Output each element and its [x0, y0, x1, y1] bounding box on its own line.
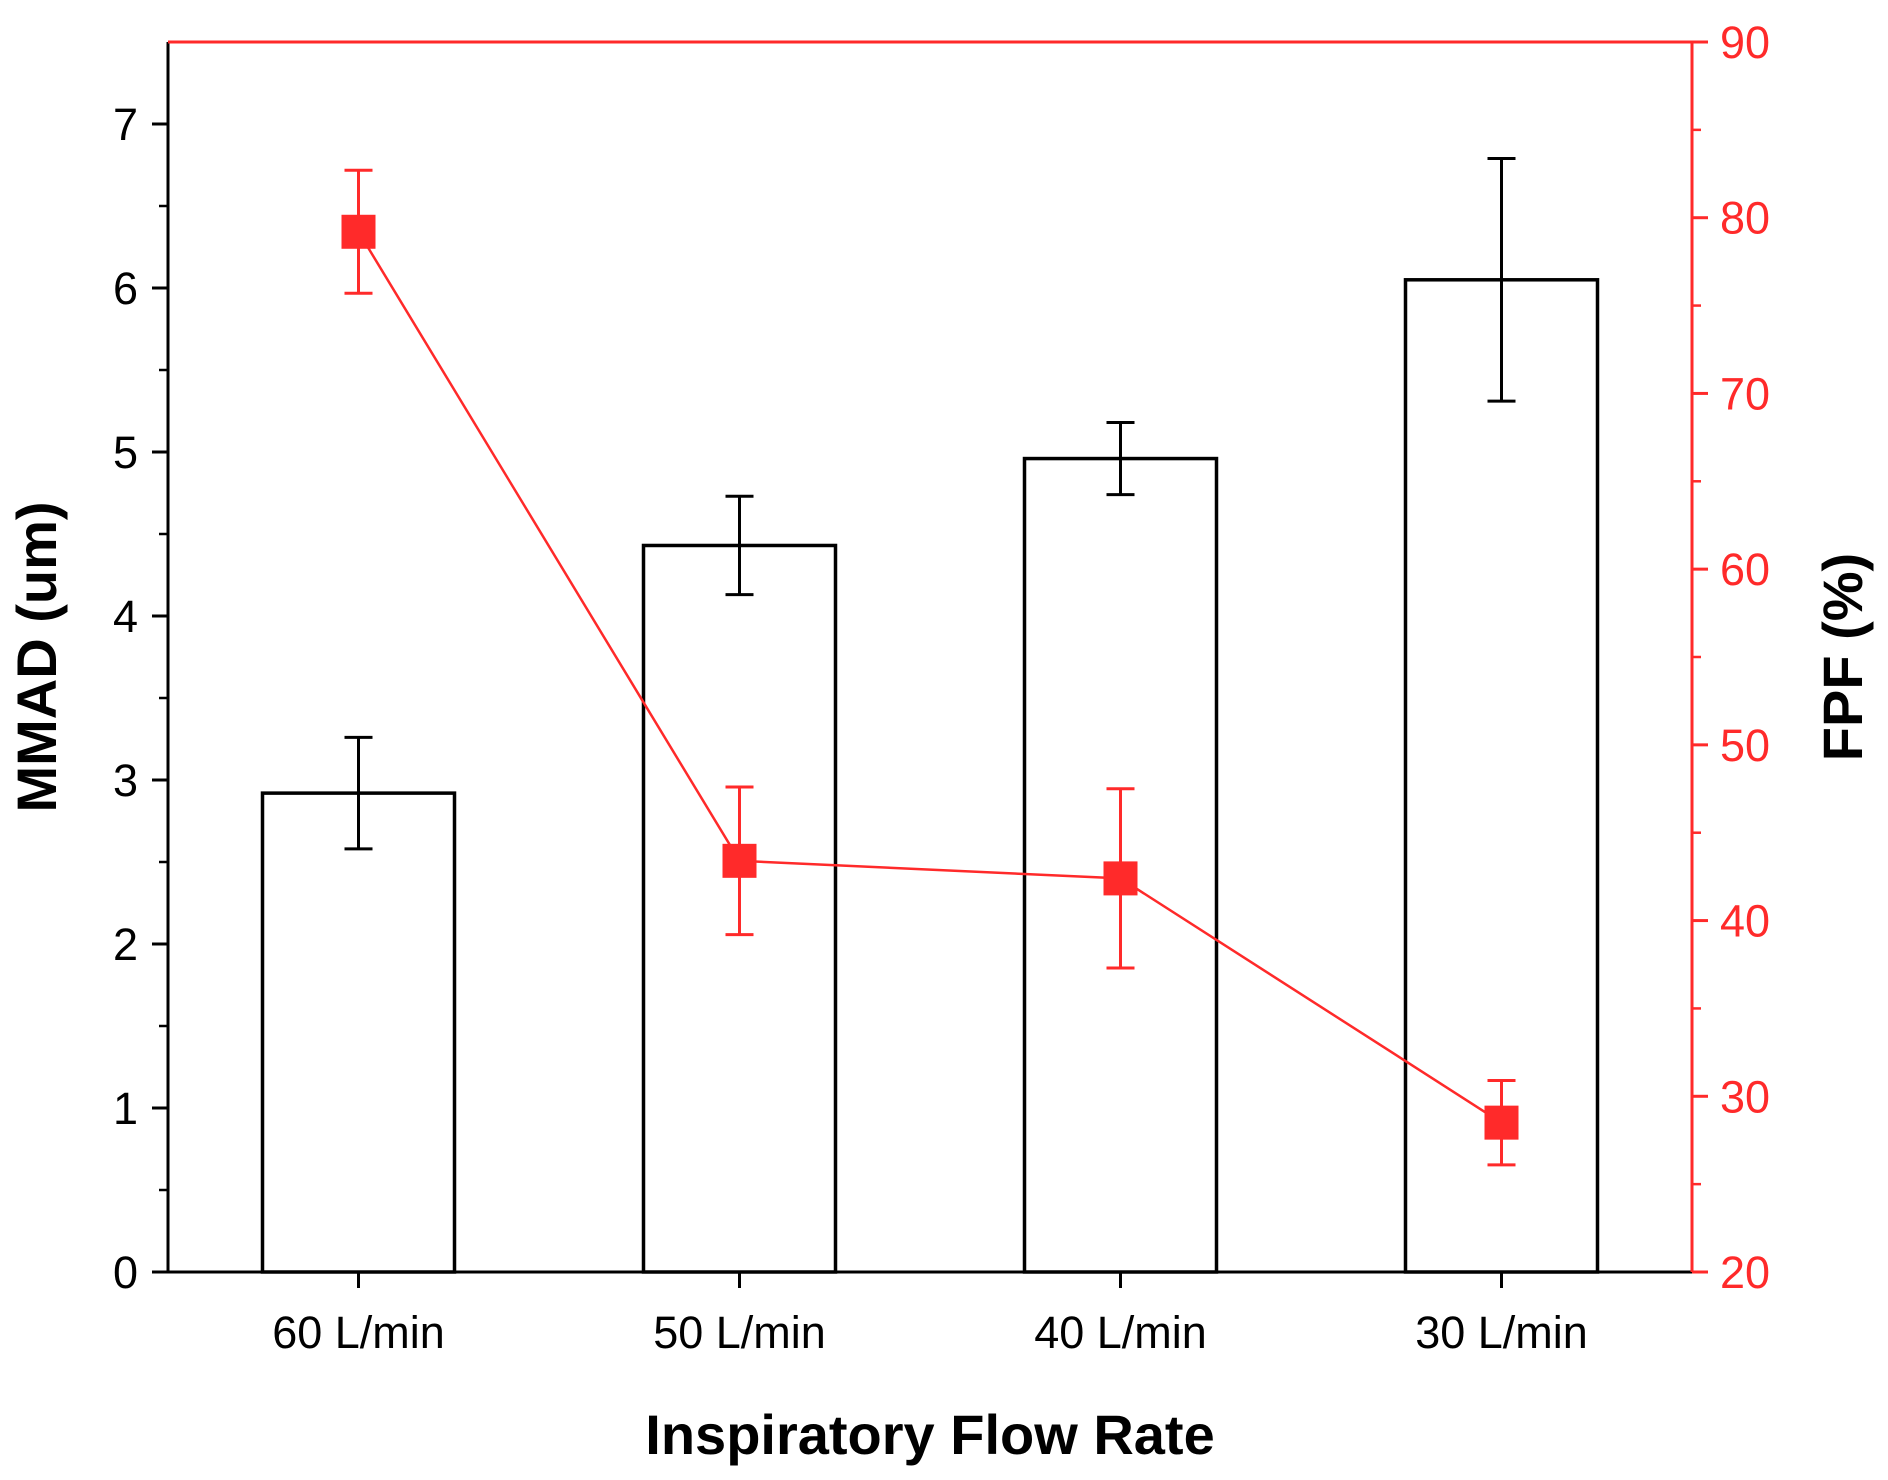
fpf-marker [1484, 1105, 1519, 1140]
y2-tick-label: 80 [1720, 193, 1770, 244]
y-tick-label: 6 [113, 263, 138, 314]
y-tick-label: 5 [113, 427, 138, 478]
y-tick-label: 3 [113, 755, 138, 806]
fpf-marker [1103, 861, 1138, 896]
y-tick-label: 7 [113, 99, 138, 150]
x-tick-label: 60 L/min [272, 1307, 445, 1358]
y-tick-label: 1 [113, 1083, 138, 1134]
fpf-line-layer [341, 168, 1519, 1167]
x-axis-title: Inspiratory Flow Rate [645, 1403, 1214, 1466]
y-tick-label: 2 [113, 919, 138, 970]
y2-tick-label: 30 [1720, 1071, 1770, 1122]
y-tick-label: 4 [113, 591, 138, 642]
y2-tick-label: 40 [1720, 896, 1770, 947]
y2-tick-label: 90 [1720, 17, 1770, 68]
y2-tick-label: 70 [1720, 368, 1770, 419]
bar-error-bars [344, 156, 1516, 851]
y2-tick-label: 60 [1720, 544, 1770, 595]
y-tick-label: 0 [113, 1247, 138, 1298]
y2-tick-label: 50 [1720, 720, 1770, 771]
labels-layer: Inspiratory Flow Rate MMAD (um) FPF (%) … [5, 17, 1874, 1466]
x-tick-label: 40 L/min [1034, 1307, 1207, 1358]
y-axis-title: MMAD (um) [5, 501, 68, 812]
y2-axis-title: FPF (%) [1811, 553, 1874, 761]
fpf-line [357, 231, 1503, 1124]
y2-tick-label: 20 [1720, 1247, 1770, 1298]
x-tick-label: 30 L/min [1415, 1307, 1588, 1358]
fpf-marker [722, 843, 757, 878]
fpf-marker [341, 214, 376, 249]
x-tick-label: 50 L/min [653, 1307, 826, 1358]
axes-layer [152, 40, 1708, 1288]
mmad-bar [260, 791, 457, 1274]
bars-layer [260, 278, 1600, 1274]
